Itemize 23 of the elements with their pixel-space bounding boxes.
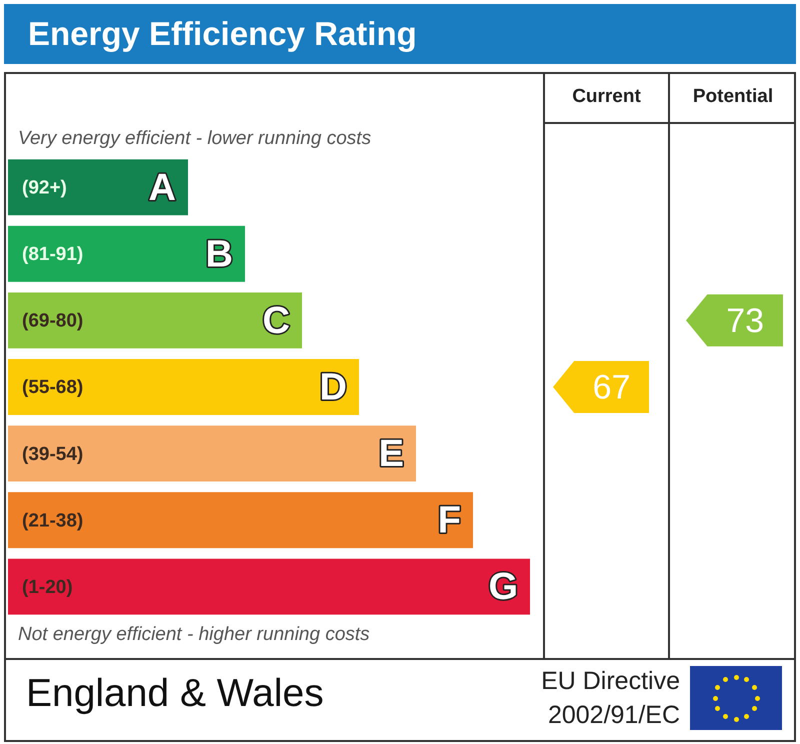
data-label: 67	[592, 368, 630, 406]
category-label: (69-80)	[22, 310, 84, 332]
data-label: 73	[726, 302, 764, 340]
text: EU Directive 2002/91/EC	[540, 666, 680, 731]
category-label: (81-91)	[22, 244, 84, 266]
category-label: B	[206, 233, 233, 276]
category-label: D	[320, 366, 347, 408]
text: Current	[571, 86, 642, 108]
text: Very energy efficient - lower running costs	[18, 128, 372, 150]
text: Energy Efficiency Rating	[4, 4, 796, 64]
category-label: (21-38)	[22, 510, 84, 532]
text: England & Wales	[26, 672, 324, 716]
category-label: (1-20)	[22, 576, 73, 598]
text: Potential	[692, 86, 774, 108]
category-label: (92+)	[22, 178, 67, 199]
category-label: G	[488, 566, 518, 608]
category-label: (39-54)	[22, 444, 84, 465]
category-label: E	[378, 433, 404, 476]
category-label: F	[438, 500, 461, 542]
category-label: A	[148, 166, 176, 209]
text: Not energy efficient - higher running costs	[18, 624, 370, 646]
category-label: C	[262, 300, 290, 342]
category-label: (55-68)	[22, 377, 84, 398]
